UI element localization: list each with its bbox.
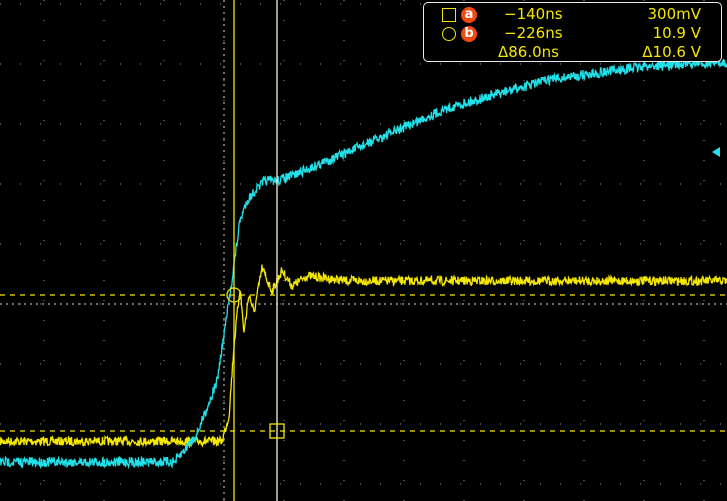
cursor-delta-row: Δ86.0ns Δ10.6 V <box>424 43 721 62</box>
cursor-b-circle-marker <box>226 287 242 303</box>
delta-time: Δ86.0ns <box>498 43 559 61</box>
cursor-a-badge: a <box>461 7 477 23</box>
circle-marker-icon <box>442 27 456 41</box>
cursor-b-badge: b <box>461 26 477 42</box>
delta-value: Δ10.6 V <box>642 43 701 61</box>
cursor-a-square-marker <box>269 423 285 439</box>
trace-cyan <box>0 56 727 470</box>
cursor-a-time: −140ns <box>504 5 563 23</box>
arrow-left-icon <box>712 147 720 157</box>
cursor-a-row: a −140ns 300mV <box>424 5 721 24</box>
cursor-b-row: b −226ns 10.9 V <box>424 24 721 43</box>
cursor-b-value: 10.9 V <box>652 24 701 42</box>
trace-yellow <box>0 264 727 448</box>
cursor-readout: a −140ns 300mV b −226ns 10.9 V Δ86.0ns Δ… <box>423 2 722 62</box>
square-marker-icon <box>442 8 456 22</box>
cursor-b-time: −226ns <box>504 24 563 42</box>
cursor-a-value: 300mV <box>647 5 701 23</box>
